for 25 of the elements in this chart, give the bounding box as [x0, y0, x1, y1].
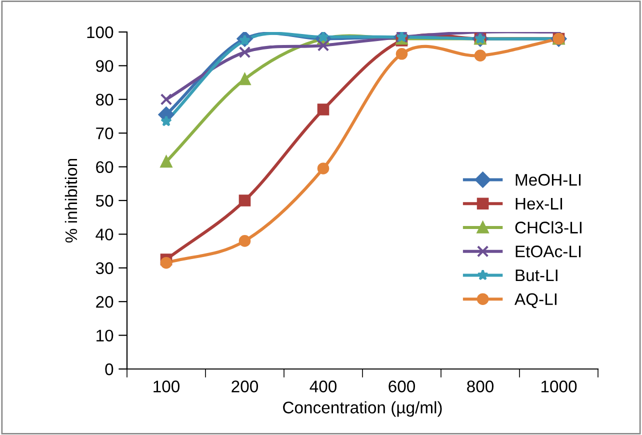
- legend-label: AQ-LI: [514, 293, 556, 308]
- legend-label: Hex-LI: [516, 198, 562, 210]
- y-tick-label: 50: [96, 194, 114, 207]
- x-axis-title: Concentration (µg/ml): [283, 401, 442, 417]
- y-tick-label: 10: [96, 330, 114, 342]
- y-tick-label: 40: [96, 228, 114, 240]
- x-tick-label: 600: [388, 380, 416, 392]
- y-tick-label: 70: [96, 128, 114, 140]
- y-axis-title: % inhibition: [64, 158, 78, 243]
- x-tick-label: 200: [232, 380, 258, 392]
- y-tick-label: 60: [96, 161, 114, 174]
- y-tick-label: 20: [96, 296, 114, 308]
- x-tick-label: 1000: [541, 380, 577, 392]
- x-tick-label: 800: [467, 380, 494, 392]
- y-tick-label: 0: [105, 363, 114, 376]
- x-tick-label: 400: [310, 380, 337, 392]
- legend-label: EtOAc-LI: [516, 246, 581, 258]
- y-tick-label: 80: [96, 94, 114, 106]
- x-tick-label: 100: [154, 380, 180, 392]
- y-tick-label: 100: [87, 26, 114, 38]
- y-tick-label: 30: [96, 262, 114, 274]
- legend-label: MeOH-LI: [516, 174, 581, 186]
- legend-label: CHCl3-LI: [515, 221, 582, 234]
- y-tick-label: 90: [96, 60, 114, 72]
- legend-label: But-LI: [516, 270, 558, 282]
